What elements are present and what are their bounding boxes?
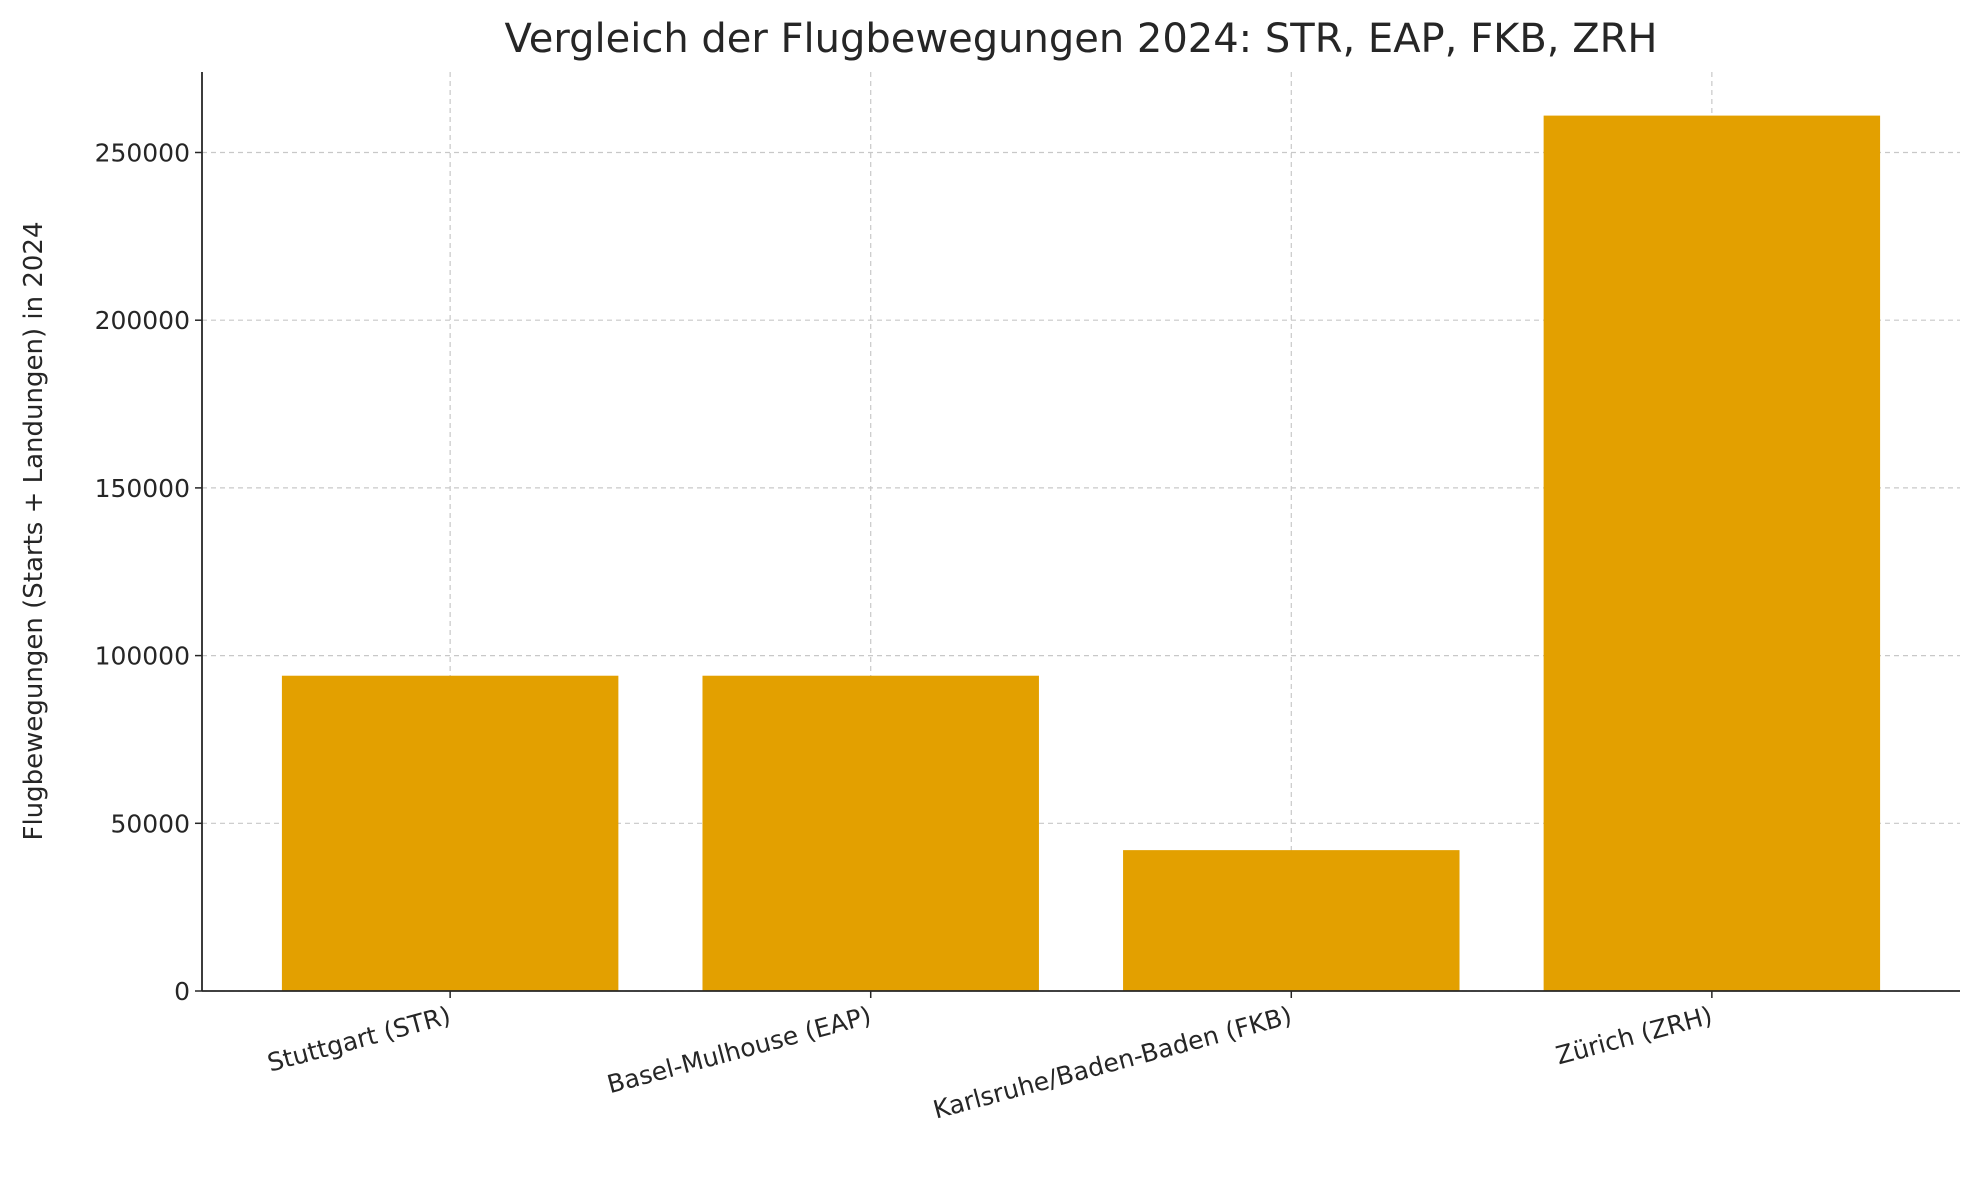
y-tick-label: 150000 xyxy=(95,474,190,503)
x-tick-label: Stuttgart (STR) xyxy=(264,1001,453,1078)
bar xyxy=(702,675,1039,991)
y-tick-label: 0 xyxy=(174,977,190,1006)
bar xyxy=(1543,115,1881,992)
bar xyxy=(281,675,619,991)
y-tick-label: 200000 xyxy=(95,306,190,335)
bar xyxy=(1123,850,1460,991)
x-tick-label: Karlsruhe/Baden-Baden (FKB) xyxy=(930,1001,1295,1125)
x-tick-label: Basel-Mulhouse (EAP) xyxy=(604,1001,874,1099)
y-tick-label: 250000 xyxy=(95,138,190,167)
y-tick-label: 100000 xyxy=(95,642,190,671)
y-axis-label: Flugbewegungen (Starts + Landungen) in 2… xyxy=(19,221,49,840)
y-tick-label: 50000 xyxy=(110,809,190,838)
x-tick-label: Zürich (ZRH) xyxy=(1553,1001,1716,1071)
chart-title: Vergleich der Flugbewegungen 2024: STR, … xyxy=(504,16,1657,62)
